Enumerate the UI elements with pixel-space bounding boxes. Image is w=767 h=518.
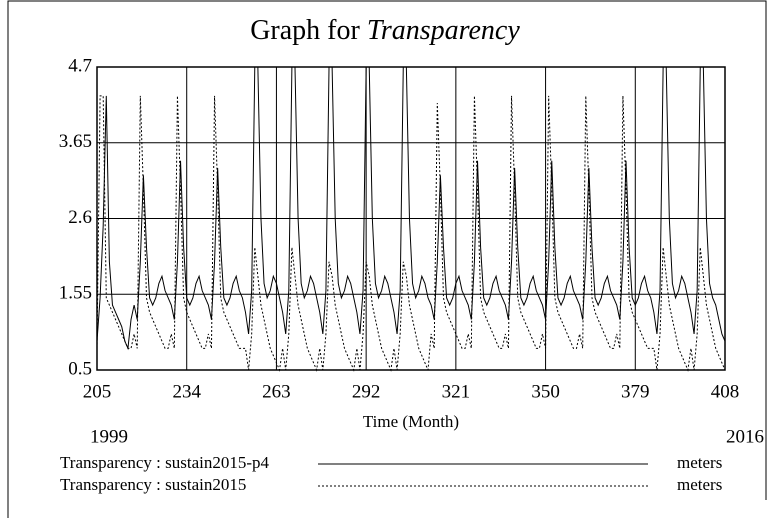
y-tick-label: 1.55 [59,283,92,304]
x-tick-label: 379 [621,381,650,402]
y-tick-label: 4.7 [68,55,92,76]
x-tick-label: 263 [262,381,291,402]
legend-label: Transparency : sustain2015-p4 [60,453,270,472]
legend-units: meters [677,453,722,472]
legend-label: Transparency : sustain2015 [60,475,246,494]
x-tick-label: 321 [442,381,471,402]
frame [7,0,767,518]
y-tick-label: 0.5 [68,358,92,379]
plot-border [96,66,726,371]
legend-units: meters [677,475,722,494]
x-tick-label: 205 [83,381,112,402]
x-tick-label: 350 [531,381,560,402]
series-line [96,95,726,372]
x-tick-label: 292 [352,381,381,402]
series-line [96,66,726,351]
y-tick-label: 2.6 [68,207,92,228]
title-text: Graph for [250,15,360,46]
x-tick-label: 408 [711,381,740,402]
y-tick-label: 3.65 [59,131,92,152]
chart-title: Graph for Transparency [250,15,520,46]
x-start-label: 1999 [90,426,128,447]
x-axis-label: Time (Month) [363,412,459,431]
x-end-label: 2016 [726,426,764,447]
x-tick-label: 234 [172,381,201,402]
title-italic: Transparency [367,15,521,46]
